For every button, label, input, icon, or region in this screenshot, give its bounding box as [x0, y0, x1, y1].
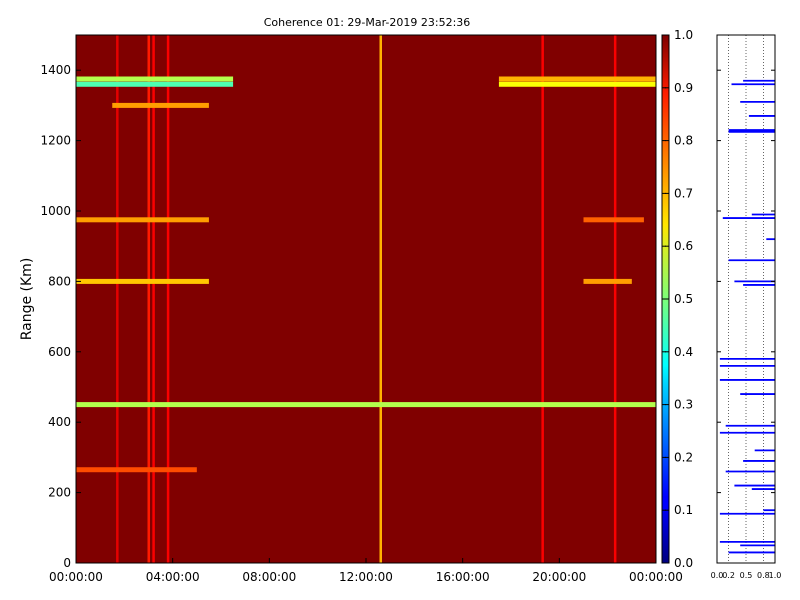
time-columns — [116, 35, 617, 563]
x-axis-ticks: 00:00:00 04:00:00 08:00:00 12:00:00 16:00:00… — [49, 558, 683, 584]
colorbar-tick-label-5: 0.5 — [674, 292, 693, 306]
colorbar-tick-label-9: 0.9 — [674, 81, 693, 95]
side-plot-bars — [719, 79, 775, 554]
range-band-2 — [76, 76, 234, 82]
x-tick-label-1: 04:00:00 — [146, 570, 200, 584]
range-band-7 — [76, 278, 209, 284]
colorbar-ticks: 0.0 0.1 0.2 0.3 0.4 0.5 0.6 0.7 0.8 0.9 1.0 — [662, 28, 693, 570]
y-tick-label-5: 1000 — [40, 204, 71, 218]
y-tick-label-4: 800 — [48, 274, 71, 288]
range-band-8 — [583, 278, 632, 284]
x-tick-label-5: 20:00:00 — [532, 570, 586, 584]
range-band-5 — [76, 217, 209, 223]
chart-title: Coherence 01: 29-Mar-2019 23:52:36 — [264, 16, 471, 29]
time-column-0 — [116, 35, 119, 563]
colorbar-tick-label-3: 0.3 — [674, 398, 693, 412]
x-tick-label-6: 00:00:00 — [629, 570, 683, 584]
colorbar-tick-label-10: 1.0 — [674, 28, 693, 42]
y-tick-label-2: 400 — [48, 415, 71, 429]
time-column-2 — [152, 35, 155, 563]
colorbar-tick-label-6: 0.6 — [674, 239, 693, 253]
x-tick-label-3: 12:00:00 — [339, 570, 393, 584]
colorbar-tick-label-4: 0.4 — [674, 345, 693, 359]
y-axis-label: Range (Km) — [19, 258, 35, 341]
side-plot-frame — [716, 34, 776, 564]
range-band-10 — [76, 467, 197, 473]
heatmap-plot: 00:00:00 04:00:00 08:00:00 12:00:00 16:00:00… — [19, 34, 683, 584]
side-x-tick-label-4: 1.0 — [769, 571, 782, 580]
time-column-5 — [541, 35, 544, 563]
colorbar-tick-label-8: 0.8 — [674, 134, 693, 148]
side-x-tick-label-2: 0.5 — [740, 571, 753, 580]
colorbar-tick-label-7: 0.7 — [674, 186, 693, 200]
side-plot-grid — [728, 35, 764, 563]
side-x-tick-label-1: 0.2 — [722, 571, 735, 580]
heatmap-background — [76, 35, 656, 563]
side-x-tick-label-3: 0.8 — [757, 571, 770, 580]
range-band-3 — [498, 76, 656, 82]
colorbar-tick-label-2: 0.2 — [674, 450, 693, 464]
y-tick-label-0: 0 — [63, 556, 71, 570]
range-band-0 — [76, 81, 234, 87]
side-plot-y-ticks — [717, 69, 775, 564]
y-axis-ticks: 0 200 400 600 800 1000 1200 1400 — [40, 63, 81, 570]
y-tick-label-7: 1400 — [40, 63, 71, 77]
x-tick-label-4: 16:00:00 — [436, 570, 490, 584]
time-column-3 — [166, 35, 170, 563]
side-x-tick-label-0: 0.0 — [711, 571, 724, 580]
colorbar-tick-label-1: 0.1 — [674, 503, 693, 517]
time-column-6 — [613, 35, 617, 563]
y-tick-label-1: 200 — [48, 486, 71, 500]
range-band-9 — [76, 402, 656, 408]
range-band-4 — [112, 102, 209, 108]
y-tick-label-6: 1200 — [40, 134, 71, 148]
x-tick-label-2: 08:00:00 — [242, 570, 296, 584]
colorbar-tick-label-0: 0.0 — [674, 556, 693, 570]
range-band-6 — [583, 217, 644, 223]
y-tick-label-3: 600 — [48, 345, 71, 359]
range-bands — [76, 76, 656, 473]
side-plot-x-ticks: 0.00.2 0.5 0.81.0 — [711, 571, 782, 580]
side-bar-plot: 0.00.2 0.5 0.81.0 — [711, 34, 782, 580]
time-column-1 — [147, 35, 150, 563]
range-band-1 — [498, 81, 656, 87]
time-column-4 — [379, 35, 382, 563]
colorbar: 0.0 0.1 0.2 0.3 0.4 0.5 0.6 0.7 0.8 0.9 1.0 — [661, 28, 693, 570]
x-tick-label-0: 00:00:00 — [49, 570, 103, 584]
